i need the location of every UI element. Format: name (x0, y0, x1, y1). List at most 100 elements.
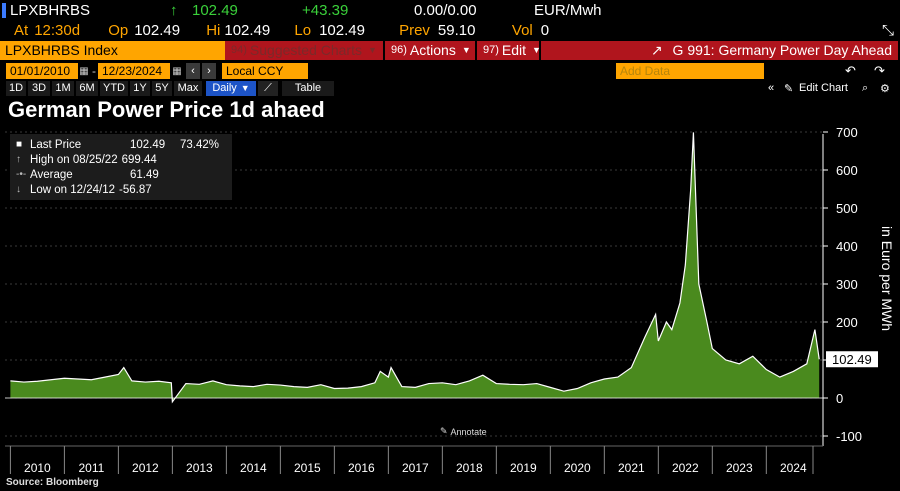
security-marker (2, 3, 6, 18)
x-tick-label: 2016 (348, 461, 375, 475)
range-button-3d[interactable]: 3D (28, 80, 50, 96)
range-button-max[interactable]: Max (174, 80, 202, 96)
start-date-input[interactable]: 01/01/2010 (6, 63, 78, 79)
y-tick-label: 700 (836, 125, 858, 140)
prev-value: 59.10 (437, 22, 476, 39)
price-unit: EUR/Mwh (534, 2, 602, 19)
range-bar: 1D 3D 1M 6M YTD 1Y 5Y Max Daily ▼ ⟋ Table « ✎ E… (0, 80, 900, 96)
quote-stats: At 12:30d Op 102.49 Hi 102.49 Lo 102.49 … (0, 21, 900, 40)
suggested-charts-menu[interactable]: 94) Suggested Charts ▼ (225, 40, 383, 60)
last-value-label: 102.49 (832, 352, 872, 367)
low-label: Lo (294, 22, 312, 39)
up-arrow-icon: ↑ (170, 2, 178, 19)
last-value-box (826, 351, 878, 368)
open-label: Op (108, 22, 129, 39)
bid-ask: 0.00/0.00 (414, 2, 477, 19)
edit-num: 97) (483, 44, 499, 56)
volume-label: Vol (511, 22, 533, 39)
suggested-charts-label: Suggested Charts (249, 42, 362, 58)
table-button[interactable]: Table (282, 80, 334, 96)
line-chart-icon[interactable]: ⟋ (258, 80, 278, 96)
range-button-1d[interactable]: 1D (6, 80, 26, 96)
legend-low: ↓ Low on 12/24/12 -56.87 (16, 183, 152, 196)
range-button-6m[interactable]: 6M (76, 80, 98, 96)
date-controls: 01/01/2010 ▦ - 12/23/2024 ▦ ‹ › Local CC… (0, 62, 900, 80)
legend-square-icon: ■ (16, 139, 23, 150)
end-date-input[interactable]: 12/23/2024 (98, 63, 170, 79)
range-button-ytd[interactable]: YTD (100, 80, 128, 96)
page-title: G 991: Germany Power Day Ahead (672, 42, 892, 58)
chevron-left-icon[interactable]: « (768, 82, 775, 94)
at-label: At (14, 22, 29, 39)
range-buttons: 1D 3D 1M 6M YTD 1Y 5Y Max (6, 80, 204, 96)
x-tick-label: 2017 (402, 461, 429, 475)
launch-icon[interactable]: ↗ (650, 41, 663, 58)
undo-icon[interactable]: ↶ (845, 63, 856, 78)
actions-menu[interactable]: 96) Actions ▼ (385, 40, 475, 60)
annotate-button[interactable]: ✎ Annotate (440, 426, 487, 437)
redo-icon[interactable]: ↷ (874, 63, 885, 78)
chart-title: German Power Price 1d ahaed (8, 97, 325, 122)
prev-label: Prev (399, 22, 430, 39)
index-name-field[interactable]: LPXBHRBS Index (0, 40, 225, 60)
pencil-icon[interactable]: ✎ (784, 82, 794, 95)
actions-num: 96) (391, 44, 407, 56)
x-tick-label: 2010 (24, 461, 51, 475)
x-tick-label: 2019 (510, 461, 537, 475)
ticker-symbol: LPXBHRBS (10, 2, 91, 19)
y-tick-label: 300 (836, 277, 858, 292)
annotate-icon: ✎ (440, 426, 448, 436)
x-tick-label: 2011 (78, 461, 104, 475)
currency-select[interactable]: Local CCY (222, 63, 308, 79)
y-tick-label: 600 (836, 163, 858, 178)
legend-average: -•- Average 61.49 (16, 168, 159, 181)
y-axis: -100 0 100 200 300 400 500 600 700 in Euro per MW… (822, 125, 895, 446)
edit-chart-button[interactable]: Edit Chart (799, 82, 848, 94)
zoom-icon[interactable]: ⌕ (862, 81, 869, 94)
next-period-button[interactable]: › (202, 63, 216, 79)
x-tick-label: 2012 (132, 461, 159, 475)
x-axis: 2010 2011 2012 2013 2014 2015 2016 2017 2018 2019… (5, 445, 823, 475)
page-title-bar: ↗ G 991: Germany Power Day Ahead (541, 40, 898, 60)
y-tick-label: 100 (836, 353, 858, 368)
calendar-icon[interactable]: ▦ (172, 65, 182, 77)
x-tick-label: 2014 (240, 461, 267, 475)
chevron-down-icon: ▼ (532, 45, 541, 55)
x-tick-label: 2024 (780, 461, 807, 475)
actions-label: Actions (409, 42, 456, 58)
expand-icon[interactable]: ⤡ (881, 22, 894, 39)
prev-period-button[interactable]: ‹ (186, 63, 200, 79)
low-value: 102.49 (319, 22, 365, 39)
y-tick-label: 0 (836, 391, 843, 406)
gear-icon[interactable]: ⚙ (880, 82, 890, 95)
at-value: 12:30d (34, 22, 81, 39)
add-data-input[interactable]: Add Data (616, 63, 764, 79)
x-tick-label: 2022 (672, 461, 699, 475)
legend-average-icon: -•- (16, 169, 27, 180)
frequency-label: Daily (212, 82, 237, 94)
high-value: 102.49 (224, 22, 271, 39)
last-price-value: 102.49 (192, 2, 238, 19)
legend-high: ↑ High on 08/25/22 699.44 (16, 153, 157, 166)
chevron-down-icon: ▼ (367, 45, 377, 55)
range-button-1m[interactable]: 1M (52, 80, 74, 96)
open-value: 102.49 (134, 22, 181, 39)
range-button-1y[interactable]: 1Y (130, 80, 150, 96)
y-tick-label: 400 (836, 239, 858, 254)
x-tick-label: 2020 (564, 461, 591, 475)
edit-menu[interactable]: 97) Edit ▼ (477, 40, 541, 60)
volume-value: 0 (540, 22, 550, 39)
x-tick-label: 2018 (456, 461, 483, 475)
chevron-down-icon: ▼ (240, 83, 250, 93)
y-axis-label: in Euro per MWh (879, 226, 895, 331)
legend-up-icon: ↑ (16, 154, 21, 165)
calendar-icon[interactable]: ▦ (79, 65, 89, 77)
source-note: Source: Bloomberg (6, 477, 99, 488)
x-tick-label: 2015 (294, 461, 321, 475)
range-button-5y[interactable]: 5Y (152, 80, 172, 96)
net-change: +43.39 (302, 2, 349, 19)
chart-legend: ■ Last Price 102.49 73.42% ↑ High on 08/… (10, 134, 232, 200)
edit-label: Edit (501, 42, 527, 58)
frequency-select[interactable]: Daily ▼ (206, 80, 256, 96)
legend-down-icon: ↓ (16, 184, 21, 195)
